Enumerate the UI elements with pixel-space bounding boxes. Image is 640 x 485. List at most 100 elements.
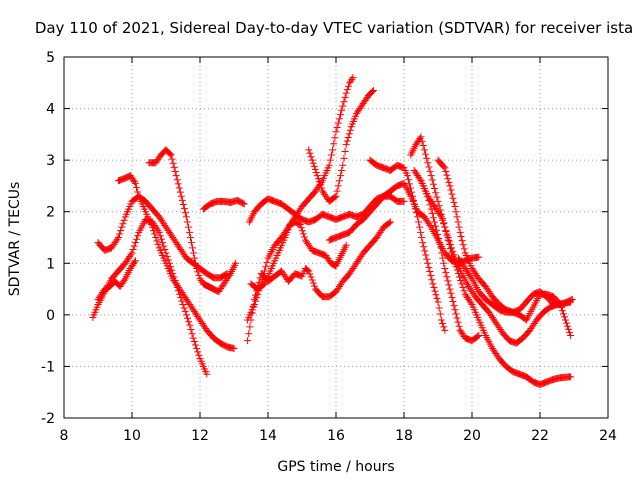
data-point xyxy=(298,227,306,235)
data-point xyxy=(444,234,452,241)
data-point xyxy=(442,227,450,235)
data-point xyxy=(312,169,320,177)
data-point xyxy=(428,176,436,184)
y-axis-label: SDTVAR / TECUs xyxy=(7,182,23,297)
data-point xyxy=(441,164,449,172)
data-point xyxy=(442,269,450,277)
series-t10 xyxy=(244,218,394,345)
data-point xyxy=(183,218,191,226)
data-point xyxy=(348,75,356,83)
data-point xyxy=(176,188,184,196)
data-point xyxy=(420,243,428,251)
data-point xyxy=(171,276,179,284)
data-point xyxy=(181,209,189,217)
data-point xyxy=(185,318,193,326)
data-point xyxy=(450,251,458,259)
data-point xyxy=(194,348,202,356)
data-point xyxy=(409,192,416,200)
data-point xyxy=(154,227,162,235)
data-point xyxy=(239,199,247,207)
data-point xyxy=(131,239,139,247)
data-point xyxy=(441,326,449,334)
data-point xyxy=(130,242,138,250)
data-point xyxy=(118,223,126,231)
data-point xyxy=(134,232,142,240)
data-point xyxy=(424,159,432,167)
data-point xyxy=(240,200,248,208)
data-point xyxy=(170,163,178,171)
data-point xyxy=(423,255,431,263)
data-point xyxy=(131,257,139,265)
data-point xyxy=(252,297,260,305)
data-point xyxy=(450,302,458,310)
data-point xyxy=(195,271,203,279)
data-point xyxy=(344,133,352,141)
data-point xyxy=(262,263,270,271)
data-point xyxy=(421,247,429,255)
data-point xyxy=(331,134,339,142)
data-point xyxy=(305,146,313,154)
data-point xyxy=(426,221,434,229)
data-point xyxy=(313,172,321,180)
data-point xyxy=(174,180,182,188)
data-point xyxy=(418,234,426,241)
data-point xyxy=(308,276,316,284)
x-tick-label: 10 xyxy=(123,428,141,444)
data-point xyxy=(177,192,185,200)
data-point xyxy=(340,98,348,106)
data-point xyxy=(443,230,451,238)
data-point xyxy=(432,291,440,299)
data-point xyxy=(342,141,350,149)
data-point xyxy=(170,273,178,281)
data-point xyxy=(439,319,447,327)
data-point xyxy=(460,287,468,295)
data-point xyxy=(436,310,444,318)
data-point xyxy=(177,294,185,302)
data-point xyxy=(168,155,176,163)
data-point xyxy=(117,227,125,235)
y-tick-label: -1 xyxy=(41,359,55,375)
data-point xyxy=(179,200,187,208)
series-t11 xyxy=(247,218,350,293)
data-point xyxy=(186,321,194,329)
data-point xyxy=(316,181,324,189)
data-point xyxy=(445,237,453,245)
data-point xyxy=(426,201,434,209)
data-point xyxy=(167,263,175,271)
data-point xyxy=(167,151,175,159)
data-point xyxy=(566,328,574,336)
data-point xyxy=(449,194,457,202)
data-point xyxy=(432,222,440,230)
data-point xyxy=(563,319,571,327)
data-point xyxy=(450,198,458,206)
data-point xyxy=(245,330,253,338)
data-point xyxy=(422,251,430,259)
data-point xyxy=(431,185,439,193)
data-point xyxy=(337,172,345,180)
data-point xyxy=(186,234,194,241)
data-point xyxy=(431,218,439,226)
data-point xyxy=(446,240,454,248)
y-tick-label: 0 xyxy=(46,308,55,324)
x-axis-label: GPS time / hours xyxy=(277,459,394,475)
data-point xyxy=(172,280,180,288)
data-point xyxy=(178,297,186,305)
x-tick-label: 24 xyxy=(599,428,617,444)
data-point xyxy=(176,290,184,298)
data-point xyxy=(434,197,442,205)
data-point xyxy=(309,279,317,287)
data-point xyxy=(434,298,442,306)
data-point xyxy=(315,178,323,186)
x-tick-label: 14 xyxy=(259,428,277,444)
data-point xyxy=(222,270,230,278)
series-t9 xyxy=(305,87,377,205)
data-point xyxy=(445,178,453,186)
data-point xyxy=(345,130,353,138)
data-point xyxy=(385,219,393,227)
data-point xyxy=(255,278,263,286)
data-point xyxy=(417,133,425,141)
data-point xyxy=(127,251,135,259)
